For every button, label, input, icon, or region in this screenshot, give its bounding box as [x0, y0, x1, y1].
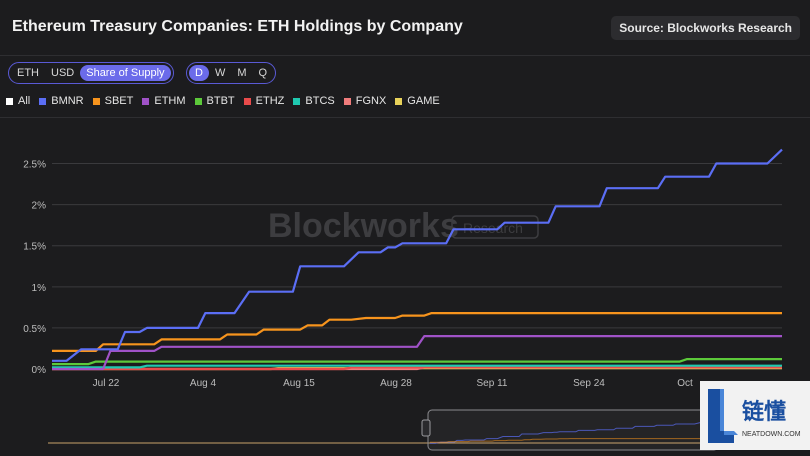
- legend-item-ethz[interactable]: ETHZ: [243, 95, 285, 107]
- navigator-window[interactable]: [427, 409, 719, 451]
- legend-label: ETHM: [154, 95, 186, 107]
- freq-option-q[interactable]: Q: [258, 67, 268, 79]
- legend-item-btbt[interactable]: BTBT: [194, 95, 235, 107]
- legend-label: ETHZ: [255, 95, 285, 107]
- x-tick-label: Oct: [677, 378, 693, 389]
- chart-legend: All BMNR SBET ETHM BTBT ETHZ BTCS FGNX GAME: [6, 95, 449, 107]
- watermark: Blockworks Research: [268, 207, 539, 245]
- x-axis-ticks: Jul 22 Aug 4 Aug 15 Aug 28 Sep 11 Sep 24 Oct: [93, 378, 693, 389]
- site-logo-badge: 链懂 NEATDOWN.COM: [700, 381, 810, 450]
- y-tick-label: 1.5%: [23, 242, 46, 253]
- unit-option-eth[interactable]: ETH: [17, 67, 39, 79]
- x-tick-label: Sep 11: [477, 378, 508, 389]
- legend-item-all[interactable]: All: [6, 95, 30, 107]
- x-tick-label: Jul 22: [93, 378, 120, 389]
- legend-item-game[interactable]: GAME: [395, 95, 440, 107]
- legend-label: All: [18, 95, 31, 107]
- legend-item-ethm[interactable]: ETHM: [142, 95, 186, 107]
- chart-header: Ethereum Treasury Companies: ETH Holding…: [0, 0, 810, 56]
- legend-swatch: [6, 97, 13, 105]
- unit-toggle[interactable]: ETH USD Share of Supply: [8, 62, 174, 84]
- y-tick-label: 1%: [32, 283, 47, 294]
- y-tick-label: 2.5%: [23, 160, 46, 171]
- legend-item-bmnr[interactable]: BMNR: [39, 95, 84, 107]
- watermark-box: [451, 215, 539, 239]
- badge-sub: NEATDOWN.COM: [742, 431, 801, 438]
- range-navigator: [48, 409, 719, 451]
- legend-swatch: [293, 97, 301, 105]
- series-line-ethz[interactable]: [52, 366, 782, 371]
- watermark-main: Blockworks: [268, 207, 459, 245]
- legend-item-fgnx[interactable]: FGNX: [343, 95, 387, 107]
- legend-item-sbet[interactable]: SBET: [92, 95, 134, 107]
- navigator-preview-line: [430, 438, 700, 443]
- x-tick-label: Aug 4: [190, 378, 217, 389]
- legend-swatch: [142, 97, 150, 105]
- legend-item-btcs[interactable]: BTCS: [293, 95, 335, 107]
- unit-option-share-of-supply[interactable]: Share of Supply: [80, 65, 171, 81]
- badge-main: 链懂: [742, 399, 786, 424]
- y-tick-label: 0.5%: [23, 324, 46, 335]
- logo-icon: 链懂 NEATDOWN.COM: [708, 389, 801, 443]
- legend-swatch: [39, 97, 47, 105]
- x-tick-label: Sep 24: [573, 378, 605, 389]
- source-badge[interactable]: Source: Blockworks Research: [611, 16, 800, 40]
- legend-swatch: [92, 97, 100, 105]
- legend-label: BMNR: [51, 95, 84, 107]
- legend-swatch: [194, 97, 202, 105]
- chart-area: 0% 0.5% 1% 1.5% 2% 2.5% Blockworks Research Ju…: [0, 117, 810, 451]
- legend-swatch: [343, 97, 351, 105]
- legend-label: BTCS: [305, 95, 335, 107]
- freq-option-w[interactable]: W: [214, 67, 226, 79]
- navigator-handle-left[interactable]: [421, 419, 431, 437]
- chart-grid: 0% 0.5% 1% 1.5% 2% 2.5%: [23, 160, 782, 376]
- watermark-sub: Research: [463, 220, 523, 236]
- freq-option-m[interactable]: M: [237, 67, 247, 79]
- series-line-btcs[interactable]: [52, 364, 782, 369]
- series-line-bmnr[interactable]: [52, 148, 783, 362]
- legend-label: FGNX: [355, 95, 387, 107]
- legend-label: BTBT: [206, 95, 235, 107]
- y-tick-label: 0%: [32, 365, 47, 376]
- chart-lines: [52, 148, 783, 371]
- series-line-ethm[interactable]: [52, 335, 782, 371]
- line-chart: 0% 0.5% 1% 1.5% 2% 2.5% Blockworks Research Ju…: [23, 148, 783, 451]
- x-tick-label: Aug 15: [283, 378, 315, 389]
- navigator-preview-line: [430, 422, 701, 444]
- legend-swatch: [395, 97, 403, 105]
- y-tick-label: 2%: [32, 201, 47, 212]
- x-tick-label: Aug 28: [380, 378, 412, 389]
- series-line-sbet[interactable]: [52, 312, 782, 352]
- unit-option-usd[interactable]: USD: [51, 67, 75, 79]
- legend-label: SBET: [104, 95, 134, 107]
- legend-label: GAME: [407, 95, 440, 107]
- series-line-btbt[interactable]: [52, 358, 782, 366]
- page-title: Ethereum Treasury Companies: ETH Holding…: [12, 18, 463, 35]
- freq-option-d[interactable]: D: [189, 65, 209, 81]
- legend-swatch: [243, 97, 251, 105]
